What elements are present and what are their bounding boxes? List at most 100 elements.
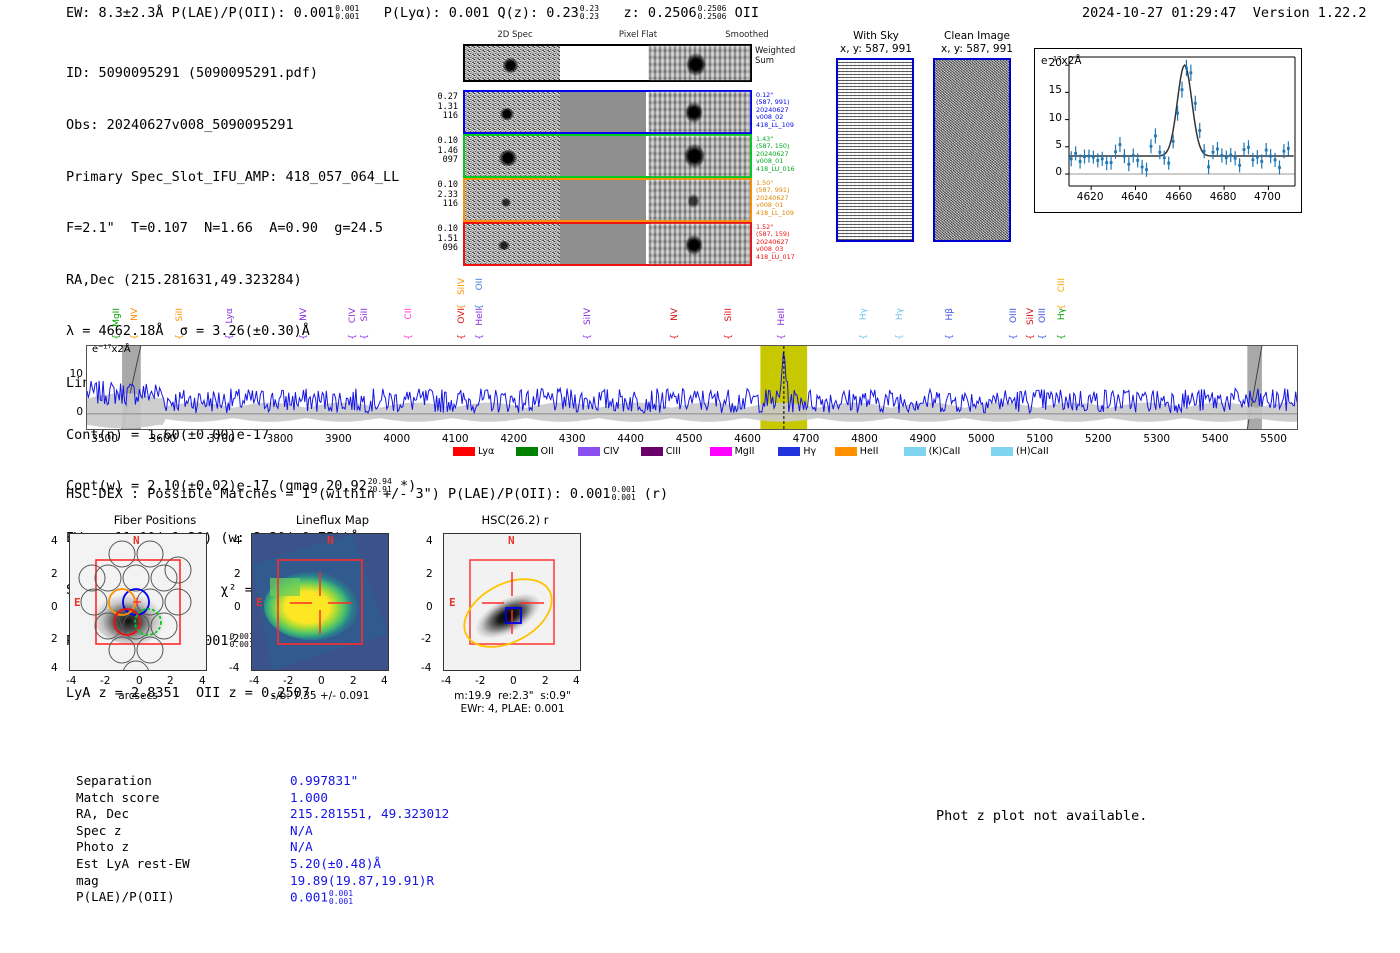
info-seeing: F=2.1" T=0.107 N=1.66 A=0.90 g=24.5 [66, 220, 383, 237]
fiber-positions-plot[interactable] [69, 533, 207, 671]
montage-row-fiber [463, 134, 752, 178]
twod-spec-montage: 2D Spec Pixel Flat Smoothed Weighted Sum… [430, 30, 795, 266]
emission-ytick: 0 [1055, 166, 1062, 179]
montage-row-fiber [463, 222, 752, 266]
fiber-xtick-m2: -2 [100, 675, 111, 687]
legend-item: (K)CaII [903, 446, 960, 457]
table-row: Match score 1.000 [76, 790, 449, 806]
hsc-image-plot[interactable] [443, 533, 581, 671]
spectrum-line-brace: { [129, 334, 140, 340]
emission-ytick: 15 [1048, 84, 1062, 97]
montage-row-left-labels: 0.10 1.51 096 [437, 224, 458, 254]
legend-label: HeII [859, 446, 879, 457]
table-row: mag 19.89(19.87,19.91)R [76, 872, 449, 889]
spectrum-xtick: 4800 [851, 433, 878, 445]
table-row: Est LyA rest-EW 5.20(±0.48)Å [76, 856, 449, 872]
with-sky-cutout[interactable] [836, 58, 914, 242]
spectrum-line-brace: { [403, 334, 414, 340]
spectrum-line-brace: { [1008, 334, 1019, 340]
table-row: Separation 0.997831" [76, 773, 449, 789]
spectrum-line-brace: { [299, 334, 310, 340]
timestamp-version: 2024-10-27 01:29:47 Version 1.22.2 [1082, 5, 1367, 21]
hscdex-plae-fraction: 0.001 0.001 [611, 485, 636, 502]
hsc-compass-n: N [508, 534, 515, 547]
lineflux-map-plot[interactable] [251, 533, 389, 671]
spectrum-line-brace: { [669, 334, 680, 340]
version-label: Version 1.22.2 [1252, 5, 1367, 21]
hsc-panel-title: HSC(26.2) r [481, 513, 549, 527]
clean-image-cutout[interactable] [933, 58, 1011, 242]
emission-ytick: 20 [1048, 57, 1062, 70]
fiber-ytick-4u: 4 [51, 535, 58, 547]
montage-row-right-labels: 1.52" (587, 159) 20240627 v008_03 418_LU… [756, 223, 795, 261]
match-key: mag [76, 872, 99, 888]
spectrum-line-brace: { [348, 334, 359, 340]
spectrum-xtick: 4500 [675, 433, 703, 445]
lineflux-compass-n: N [327, 534, 334, 547]
spectrum-xtick: 4600 [734, 433, 761, 445]
info-wavelength: λ = 4662.18Å σ = 3.26(±0.30)Å [66, 323, 310, 340]
spectrum-xtick: 5000 [967, 433, 995, 445]
spectrum-line-label: CII [403, 308, 414, 320]
qz-fraction: 0.23 0.23 [579, 4, 600, 21]
spectrum-xtick: 5200 [1084, 433, 1112, 445]
hsc-ytick-m2: -2 [421, 633, 432, 645]
hsc-image-svg [444, 534, 580, 670]
lineflux-ytick-2: 2 [234, 568, 241, 580]
spectrum-line-brace: { [474, 334, 485, 340]
hsc-ytick-m4: -4 [421, 662, 432, 674]
lineflux-ytick-m2: -2 [229, 633, 240, 645]
legend-label: OII [540, 446, 554, 457]
info-cont-w: Cont(w) = 2.10(±0.02)e-17 (gmag 20.92 20.… [66, 477, 417, 495]
hsc-xtick-4: 4 [573, 675, 580, 687]
emission-xtick: 4620 [1076, 191, 1104, 203]
info-cont-n: Cont(n) = 1.60(±0.00)e-17 [66, 426, 270, 443]
spectrum-units: e⁻¹⁷x2Å [92, 344, 131, 355]
hscdex-heading: HSC-DEX : Possible Matches = 1 (within +… [66, 485, 669, 503]
spectrum-xtick: 3800 [266, 433, 294, 445]
lineflux-caption: s/b: 7.35 +/- 0.091 [270, 690, 370, 702]
fiber-xtick-2: 2 [167, 675, 174, 687]
spectrum-line-label: OIII [1008, 308, 1019, 324]
spectrum-line-label: Hγ [894, 308, 905, 321]
fiber-compass-n: N [133, 534, 140, 547]
clean-image [935, 60, 1009, 240]
legend-swatch [834, 447, 857, 456]
fiber-xlabel: arcsecs [118, 690, 158, 702]
fiber-xtick-4: 4 [199, 675, 206, 687]
table-row: RA, Dec 215.281551, 49.323012 [76, 807, 449, 822]
spectrum-line-label: Hγ [858, 308, 869, 321]
emission-line-svg [1065, 56, 1296, 190]
hsc-ytick-2: 2 [426, 568, 433, 580]
spectrum-line-label: Hβ [945, 308, 956, 321]
spectrum-line-label: Lyα [224, 308, 235, 324]
fiber-ytick-0: 0 [51, 601, 58, 613]
montage-row-left-labels: 0.10 1.46 097 [437, 136, 458, 166]
legend-swatch [453, 447, 475, 456]
spectrum-line-brace: { [474, 304, 485, 310]
spectrum-line-label: SiII [359, 308, 370, 322]
legend-label: MgII [734, 446, 755, 457]
hsc-xtick-2: 2 [542, 675, 549, 687]
emission-line-plot[interactable] [1034, 48, 1302, 213]
spectrum-xtick: 3600 [149, 433, 177, 445]
spectrum-xtick: 3500 [91, 433, 118, 445]
spectrum-ytick: 10 [69, 368, 83, 381]
spectrum-line-label: CIV [348, 308, 359, 324]
plae-fraction-1: 0.001 0.001 [335, 4, 360, 21]
match-value: 215.281551, 49.323012 [290, 806, 450, 822]
spectrum-line-brace: { [582, 334, 593, 340]
emission-xtick: 4700 [1254, 191, 1281, 203]
header-line-species: OII [734, 5, 760, 21]
legend-item: Lyα [453, 446, 494, 457]
legend-item: (H)CaII [991, 446, 1049, 457]
legend-swatch [578, 447, 601, 456]
montage-row-right-labels: 1.43" (587, 150) 20240627 v008_01 418_LU… [756, 135, 795, 173]
spectrum-line-label: SiIV [1025, 308, 1036, 326]
spectrum-line-label: OIII [1038, 308, 1049, 324]
match-value: N/A [290, 822, 313, 838]
spectrum-line-brace: { [1025, 334, 1036, 340]
spectrum-xtick: 5400 [1201, 433, 1229, 445]
table-row: P(LAE)/P(OII) 0.001 0.001 0.001 [76, 889, 449, 906]
full-spectrum-plot[interactable] [86, 345, 1298, 430]
